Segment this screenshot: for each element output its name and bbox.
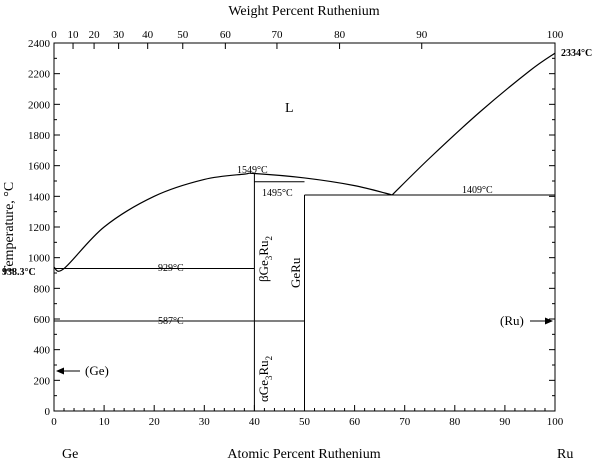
x-tick-label: 100 [547, 416, 564, 428]
top-tick-label: 60 [220, 29, 232, 41]
x-tick-label: 50 [299, 416, 311, 428]
alpha-ge: Ge [256, 380, 271, 395]
eutectic-1409-label: 1409°C [462, 185, 493, 196]
liquidus-left-curve [53, 172, 393, 272]
top-axis-title: Weight Percent Ruthenium [228, 4, 379, 19]
y-tick-label: 1000 [28, 253, 51, 265]
alpha-ge3ru2-label: αGe3Ru2 [256, 356, 274, 402]
beta-sub-2: 2 [264, 236, 274, 241]
y-tick-label: 1400 [28, 191, 51, 203]
tick-labels: 0 10 20 30 40 50 60 70 80 90 100020040060080010001… [28, 29, 564, 428]
x-tick-label: 90 [499, 416, 511, 428]
alpha-sub-3: 3 [264, 375, 274, 380]
top-tick-label: 70 [271, 29, 283, 41]
congruent-1549-label: 1549°C [237, 165, 268, 176]
top-tick-label: 10 [68, 29, 80, 41]
beta-sub-3: 3 [264, 255, 274, 260]
y-tick-label: 1600 [28, 161, 51, 173]
top-tick-label: 50 [177, 29, 189, 41]
y-tick-label: 1800 [28, 130, 51, 142]
ge-solid-phase-label: (Ge) [85, 363, 109, 378]
x-tick-label: 30 [199, 416, 211, 428]
geru-phase-label: GeRu [288, 257, 303, 288]
ru-phase-arrow [530, 317, 553, 325]
y-tick-label: 400 [34, 345, 51, 357]
alpha-ru: Ru [256, 360, 271, 376]
top-tick-label: 20 [89, 29, 101, 41]
y-tick-label: 600 [34, 314, 51, 326]
top-tick-label: 30 [113, 29, 125, 41]
beta-ge3ru2-label: βGe3Ru2 [256, 236, 274, 282]
bottom-axis-title: Atomic Percent Ruthenium [227, 447, 380, 462]
liquidus-right-curve [391, 52, 556, 196]
ru-melting-point-label: 2334°C [561, 48, 592, 59]
x-tick-label: 0 [51, 416, 57, 428]
x-tick-label: 70 [399, 416, 411, 428]
y-tick-label: 200 [34, 375, 51, 387]
alpha-prefix: α [256, 395, 271, 402]
x-tick-label: 20 [149, 416, 161, 428]
peritectic-1495-label: 1495°C [262, 188, 293, 199]
y-tick-label: 2400 [28, 38, 51, 50]
y-tick-label: 2200 [28, 69, 51, 81]
y-axis-title: Temperature, °C [2, 182, 17, 274]
transition-587-label: 587°C [158, 316, 184, 327]
alpha-sub-2: 2 [264, 356, 274, 361]
top-tick-label: 80 [334, 29, 346, 41]
phase-boundaries [53, 52, 556, 411]
top-tick-label: 100 [547, 29, 564, 41]
right-element-label: Ru [557, 447, 573, 462]
eutectic-929-label: 929°C [158, 263, 184, 274]
left-element-label: Ge [62, 447, 78, 462]
y-tick-label: 800 [34, 283, 51, 295]
plot-frame [53, 42, 556, 412]
x-tick-label: 80 [449, 416, 461, 428]
ge-melting-point-label: 938.3°C [2, 267, 36, 278]
liquid-phase-label: L [285, 101, 294, 116]
top-tick-label: 40 [142, 29, 154, 41]
y-tick-label: 1200 [28, 222, 51, 234]
beta-ge: Ge [256, 260, 271, 275]
x-tick-label: 40 [249, 416, 261, 428]
ru-solid-phase-label: (Ru) [500, 313, 524, 328]
ge-phase-arrow [56, 367, 80, 375]
y-tick-label: 0 [45, 406, 51, 418]
y-tick-label: 2000 [28, 99, 51, 111]
x-tick-label: 10 [99, 416, 111, 428]
x-tick-label: 60 [349, 416, 361, 428]
top-tick-label: 0 [51, 29, 57, 41]
beta-ru: Ru [256, 240, 271, 256]
top-tick-label: 90 [416, 29, 428, 41]
beta-prefix: β [256, 275, 271, 282]
